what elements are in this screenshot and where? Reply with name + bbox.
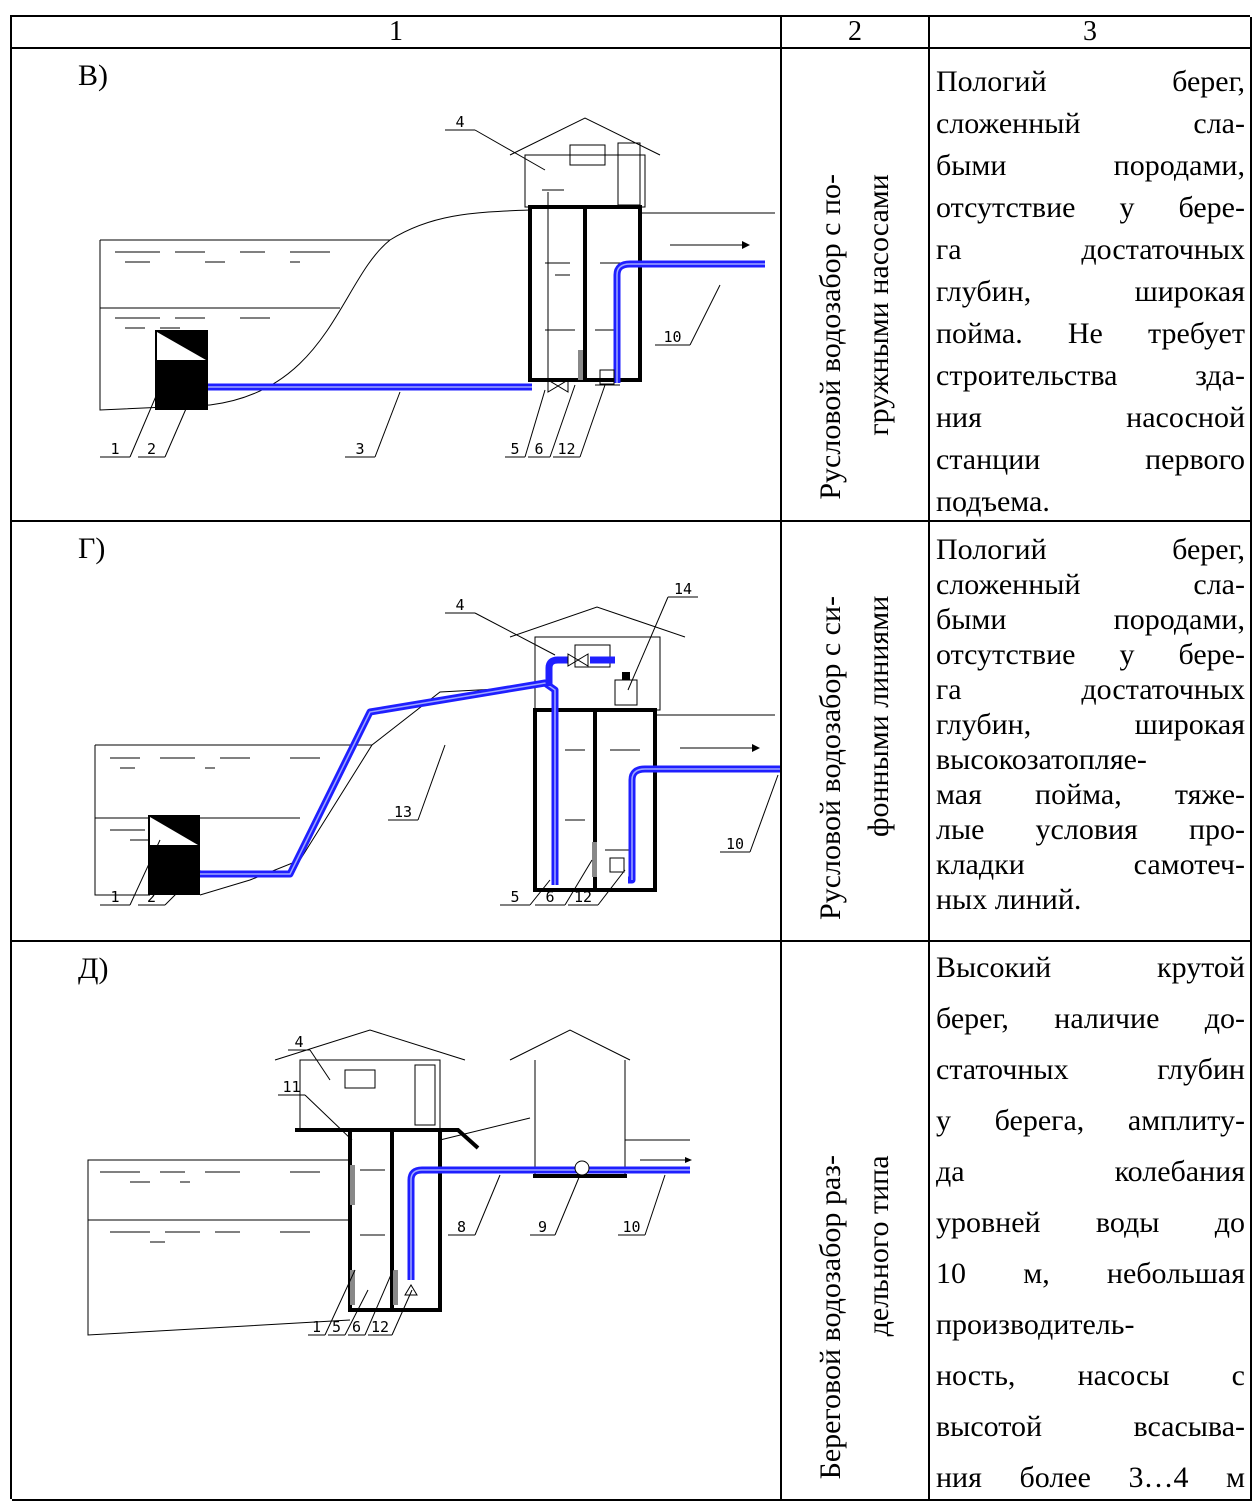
conditions-line: пойма. Не требует bbox=[936, 313, 1245, 355]
conditions-line: Пологий берег, bbox=[936, 532, 1245, 567]
conditions-line: мая пойма, тяже- bbox=[936, 777, 1245, 812]
conditions-line: глубин, широкая bbox=[936, 707, 1245, 742]
type-line: фонными линиями bbox=[855, 596, 903, 920]
conditions-line: станции первого bbox=[936, 439, 1245, 481]
type-text: Русловой водозабор с по-гружными насосам… bbox=[807, 174, 903, 500]
conditions-cell: Пологий берег,сложенный сла-быми породам… bbox=[930, 49, 1252, 522]
page: 1 2 3 Русловой водозабор с по-гружными н… bbox=[0, 0, 1258, 1499]
conditions-line: подъема. bbox=[936, 481, 1245, 522]
conditions-line: ность, насосы с bbox=[936, 1350, 1245, 1401]
table: 1 2 3 Русловой водозабор с по-гружными н… bbox=[10, 15, 1250, 1499]
conditions-line: отсутствие у бере- bbox=[936, 637, 1245, 672]
diagram-cell bbox=[12, 49, 782, 522]
header-cell: 1 bbox=[12, 17, 782, 49]
conditions-line: кладки самотеч- bbox=[936, 847, 1245, 882]
type-cell: Береговой водозабор раз-дельного типа bbox=[782, 942, 930, 1501]
conditions-line: га достаточных bbox=[936, 229, 1245, 271]
conditions-line: уровней воды до bbox=[936, 1197, 1245, 1248]
type-text: Береговой водозабор раз-дельного типа bbox=[807, 1155, 903, 1479]
type-cell: Русловой водозабор с по-гружными насосам… bbox=[782, 49, 930, 522]
conditions-line: быми породами, bbox=[936, 145, 1245, 187]
conditions-line: да колебания bbox=[936, 1146, 1245, 1197]
type-cell: Русловой водозабор с си-фонными линиями bbox=[782, 522, 930, 942]
conditions-line: глубин, широкая bbox=[936, 271, 1245, 313]
conditions-line: высотой всасыва- bbox=[936, 1401, 1245, 1452]
type-text: Русловой водозабор с си-фонными линиями bbox=[807, 596, 903, 920]
conditions-line: сложенный сла- bbox=[936, 567, 1245, 602]
conditions-line: ных линий. bbox=[936, 882, 1245, 917]
header-cell: 2 bbox=[782, 17, 930, 49]
conditions-line: статочных глубин bbox=[936, 1044, 1245, 1095]
conditions-line: лые условия про- bbox=[936, 812, 1245, 847]
conditions-line: высокозатопляе- bbox=[936, 742, 1245, 777]
conditions-line: отсутствие у бере- bbox=[936, 187, 1245, 229]
type-line: дельного типа bbox=[855, 1155, 903, 1479]
diagram-cell bbox=[12, 942, 782, 1501]
conditions-line: га достаточных bbox=[936, 672, 1245, 707]
diagram-cell bbox=[12, 522, 782, 942]
conditions-line: ния более 3…4 м bbox=[936, 1452, 1245, 1501]
conditions-line: строительства зда- bbox=[936, 355, 1245, 397]
conditions-line: у берега, амплиту- bbox=[936, 1095, 1245, 1146]
type-line: Русловой водозабор с си- bbox=[807, 596, 855, 920]
type-line: Русловой водозабор с по- bbox=[807, 174, 855, 500]
conditions-line: быми породами, bbox=[936, 602, 1245, 637]
type-line: Береговой водозабор раз- bbox=[807, 1155, 855, 1479]
conditions-line: Высокий крутой bbox=[936, 942, 1245, 993]
conditions-line: берег, наличие до- bbox=[936, 993, 1245, 1044]
header-cell: 3 bbox=[930, 17, 1252, 49]
conditions-cell: Пологий берег,сложенный сла-быми породам… bbox=[930, 522, 1252, 942]
type-line: гружными насосами bbox=[855, 174, 903, 500]
conditions-line: производитель- bbox=[936, 1299, 1245, 1350]
conditions-line: сложенный сла- bbox=[936, 103, 1245, 145]
conditions-line: Пологий берег, bbox=[936, 61, 1245, 103]
conditions-line: ния насосной bbox=[936, 397, 1245, 439]
conditions-line: 10 м, небольшая bbox=[936, 1248, 1245, 1299]
